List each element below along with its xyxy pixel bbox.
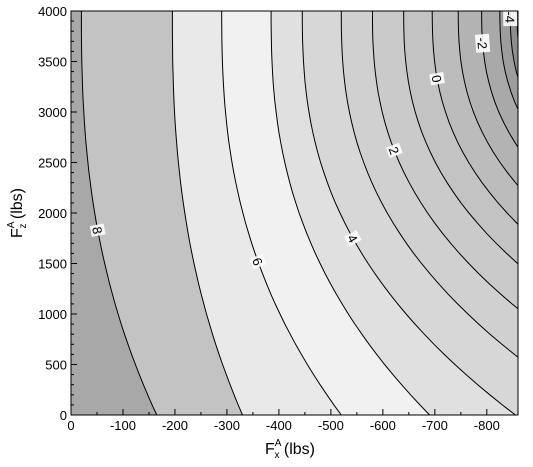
contour-label-bg [89, 223, 106, 237]
contour-label-0: 0 [429, 72, 445, 86]
x-axis-label: FA x (lbs) [265, 438, 315, 461]
contour-label-8: 8 [89, 223, 106, 237]
x-tick-label: -700 [422, 418, 448, 433]
contour-label-bg [474, 33, 491, 53]
contour-fill-above_8 [71, 11, 157, 415]
contour-lines [80, 11, 518, 415]
contour-label-text: -2 [474, 37, 490, 50]
y-tick-label: 4000 [38, 4, 67, 19]
contour-label-bg [385, 142, 403, 159]
y-tick-label: 1500 [38, 257, 67, 272]
y-tick-label: 0 [60, 408, 67, 423]
contour-line--1 [457, 11, 518, 187]
x-tick-label: -800 [474, 418, 500, 433]
y-tick-label: 3500 [38, 55, 67, 70]
contour-label-bg [429, 72, 445, 86]
contour-label-text: -4 [502, 11, 517, 23]
y-tick-label: 2000 [38, 206, 67, 221]
y-axis-label: FAz (lbs) [6, 188, 29, 238]
y-axis: 0 500 1000 1500 2000 2500 3000 3500 4000 [38, 4, 77, 423]
x-axis-label-sub: x [274, 450, 279, 461]
contour-label-4: 4 [344, 230, 362, 247]
x-tick-label: -400 [266, 418, 292, 433]
contour-line-1 [403, 11, 518, 265]
x-axis: 0 -100 -200 -300 -400 -500 -600 -700 -800 [67, 409, 500, 433]
contour-line-8 [80, 11, 158, 415]
contour-line--5 [516, 11, 518, 44]
contour-line--3 [499, 11, 518, 111]
contour-label-text: 8 [89, 225, 105, 235]
contour-line--2 [481, 11, 518, 149]
contour-label-bg [249, 253, 267, 270]
contour-line-6 [221, 11, 342, 415]
y-tick-label: 2500 [38, 156, 67, 171]
contour-labels: 8 6 4 2 0 -2 -4 [89, 8, 518, 270]
y-tick-label: 3000 [38, 105, 67, 120]
contour-line-5 [270, 11, 430, 415]
contour-label-6: 6 [249, 253, 267, 270]
x-tick-label: -100 [110, 418, 136, 433]
contour-label-text: 6 [249, 256, 266, 268]
contour-line-2 [372, 11, 518, 310]
contour-label-2: 2 [385, 142, 403, 159]
contour-label-bg [503, 8, 518, 27]
x-axis-label-unit: (lbs) [279, 441, 315, 458]
y-tick-label: 500 [45, 358, 67, 373]
y-axis-label-unit: (lbs) [9, 188, 26, 224]
contour-line-7 [171, 11, 243, 415]
contour-label-text: 0 [429, 74, 445, 84]
contour-label--4: -4 [502, 8, 518, 27]
contour-label--2: -2 [474, 33, 491, 53]
contour-label-bg [344, 230, 362, 247]
y-tick-label: 1000 [38, 307, 67, 322]
x-tick-label: -200 [162, 418, 188, 433]
contour-line-4 [301, 11, 516, 415]
contour-line-3 [340, 11, 518, 358]
x-tick-label: 0 [67, 418, 74, 433]
x-axis-label-sup: A [275, 438, 282, 449]
x-tick-label: -500 [318, 418, 344, 433]
x-tick-label: -300 [214, 418, 240, 433]
x-tick-label: -600 [370, 418, 396, 433]
y-axis-label-sub: z [18, 224, 29, 229]
y-axis-label-sup: A [6, 221, 17, 228]
